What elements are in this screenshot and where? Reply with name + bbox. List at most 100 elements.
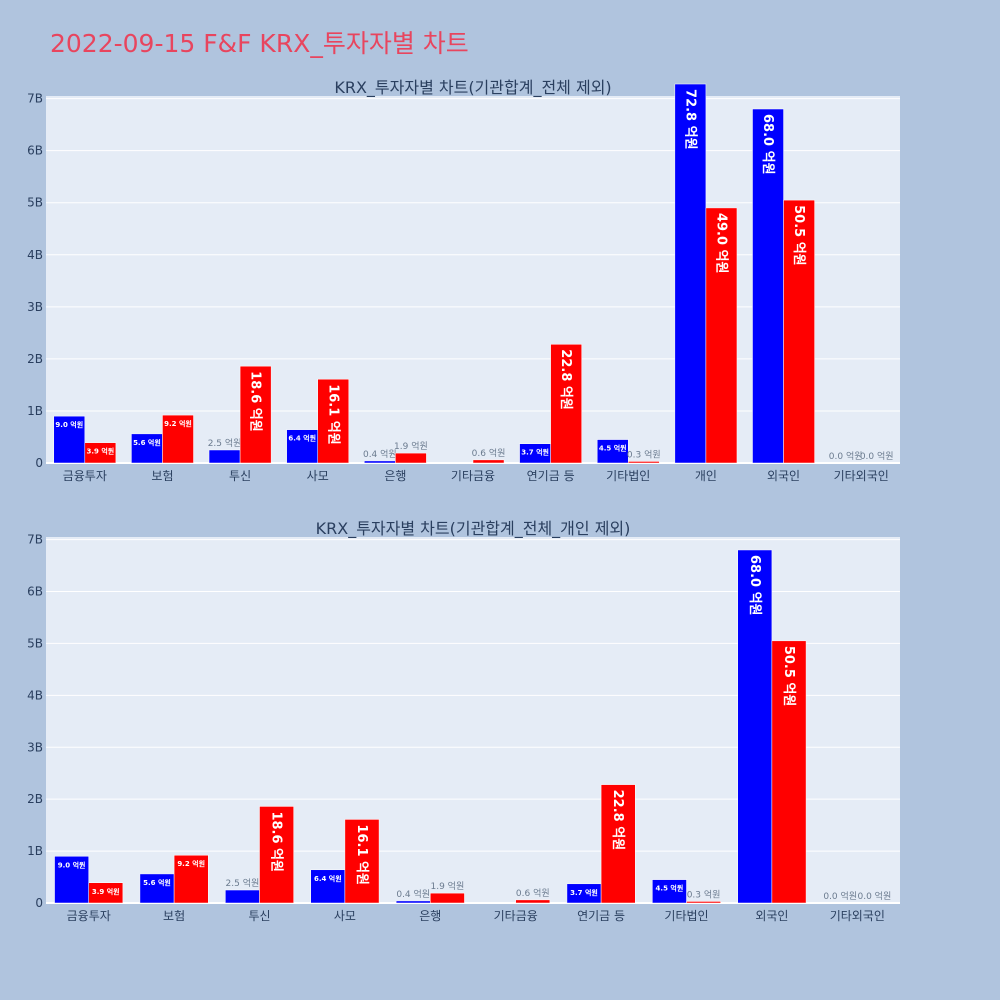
y-tick-label: 4B	[27, 248, 43, 262]
chart-top: KRX_투자자별 차트(기관합계_전체 제외) 0 1B 2B 3B 4B 5B 6B 7B 금융…	[27, 78, 900, 483]
bar-value-label: 3.9 억원	[92, 887, 120, 896]
bar-b	[783, 199, 815, 464]
bar-value-label: 3.7 억원	[570, 888, 598, 897]
bar-value-label: 68.0 억원	[747, 555, 762, 616]
y-tick-label: 1B	[27, 844, 43, 858]
bar-b	[771, 640, 807, 904]
x-tick-label: 투신	[229, 469, 251, 483]
bar-value-label: 50.5 억원	[781, 646, 796, 707]
bar-b	[686, 901, 721, 904]
bar-value-label: 9.0 억원	[55, 420, 83, 429]
x-tick-label: 기타외국인	[830, 909, 885, 923]
bar-value-label: 0.6 억원	[472, 447, 506, 459]
bar-value-label: 72.8 억원	[682, 89, 697, 150]
bar-value-label: 3.7 억원	[521, 448, 549, 457]
bar-a	[286, 429, 318, 464]
bar-value-label: 16.1 억원	[354, 824, 369, 885]
bar-value-label: 0.0 억원	[860, 450, 894, 462]
x-tick-label: 금융투자	[63, 469, 107, 483]
bar-value-label: 5.6 억원	[133, 438, 161, 447]
bar-a	[674, 83, 707, 464]
x-tick-label: 연기금 등	[577, 909, 625, 923]
bar-b	[705, 207, 738, 464]
x-tick-label: 금융투자	[67, 909, 111, 923]
bar-value-label: 6.4 억원	[314, 874, 342, 883]
y-tick-label: 0	[35, 456, 43, 470]
bar-value-label: 9.0 억원	[58, 860, 86, 869]
bar-a	[395, 900, 431, 904]
bar-value-label: 22.8 억원	[558, 349, 573, 410]
y-tick-label: 3B	[27, 300, 43, 314]
bar-value-label: 0.3 억원	[627, 448, 661, 460]
bar-value-label: 4.5 억원	[656, 884, 684, 893]
bar-value-label: 22.8 억원	[610, 790, 625, 851]
bar-a	[737, 549, 773, 904]
bar-a	[310, 869, 346, 904]
bar-value-label: 0.0 억원	[858, 890, 892, 902]
x-tick-label: 개인	[695, 469, 717, 483]
bar-value-label: 1.9 억원	[431, 880, 465, 892]
bar-value-label: 5.6 억원	[143, 878, 171, 887]
x-tick-label: 기타금융	[494, 909, 538, 923]
page-title: 2022-09-15 F&F KRX_투자자별 차트	[50, 29, 469, 58]
bar-b	[628, 461, 660, 464]
bar-a	[54, 856, 89, 904]
x-tick-label: 보험	[163, 909, 185, 923]
bar-b	[173, 854, 209, 904]
y-tick-label: 0	[35, 896, 43, 910]
bar-value-label: 0.6 억원	[516, 887, 550, 899]
bar-a	[53, 415, 86, 464]
y-tick-label: 5B	[27, 196, 43, 210]
bar-b	[395, 452, 427, 464]
bar-b	[430, 892, 465, 904]
y-tick-label: 3B	[27, 740, 43, 754]
x-tick-label: 기타금융	[451, 469, 495, 483]
y-tick-label: 2B	[27, 792, 43, 806]
chart-subtitle: KRX_투자자별 차트(기관합계_전체 제외)	[334, 78, 611, 98]
x-tick-label: 사모	[307, 469, 329, 483]
bar-value-label: 2.5 억원	[226, 877, 260, 889]
x-tick-label: 기타외국인	[834, 469, 889, 483]
bar-b	[88, 882, 124, 904]
bar-value-label: 49.0 억원	[713, 213, 728, 274]
x-tick-label: 연기금 등	[527, 469, 575, 483]
bar-b	[344, 819, 380, 904]
x-tick-label: 투신	[248, 909, 270, 923]
x-tick-label: 기타법인	[606, 469, 650, 483]
bar-value-label: 3.9 억원	[86, 447, 114, 456]
bar-value-label: 4.5 억원	[599, 444, 627, 453]
x-tick-label: 기타법인	[664, 909, 708, 923]
bar-value-label: 2.5 억원	[208, 437, 242, 449]
bar-b	[259, 806, 294, 904]
bar-b	[162, 414, 194, 464]
bar-value-label: 16.1 억원	[325, 384, 340, 445]
x-tick-label: 은행	[419, 908, 441, 923]
y-tick-label: 6B	[27, 585, 43, 599]
bar-value-label: 0.4 억원	[396, 888, 430, 900]
bar-b	[84, 442, 117, 464]
y-tick-label: 6B	[27, 144, 43, 158]
y-tick-label: 7B	[27, 533, 43, 547]
bar-value-label: 0.0 억원	[823, 890, 857, 902]
bar-a	[752, 108, 784, 464]
x-tick-label: 외국인	[767, 469, 800, 483]
bar-value-label: 18.6 억원	[269, 811, 284, 872]
bar-value-label: 0.0 억원	[829, 450, 863, 462]
bar-value-label: 18.6 억원	[248, 371, 263, 432]
bar-value-label: 50.5 억원	[791, 205, 806, 266]
x-tick-label: 외국인	[755, 909, 788, 923]
bar-b	[515, 899, 551, 904]
x-tick-label: 은행	[384, 468, 406, 483]
bar-a	[131, 433, 163, 464]
bar-b	[550, 344, 582, 464]
y-tick-label: 5B	[27, 636, 43, 650]
x-tick-label: 보험	[151, 469, 173, 483]
bar-a	[652, 879, 687, 904]
bar-value-label: 68.0 억원	[760, 114, 775, 175]
y-tick-label: 7B	[27, 92, 43, 106]
bar-b	[472, 459, 505, 464]
bar-b	[317, 378, 350, 464]
y-tick-label: 1B	[27, 404, 43, 418]
chart-subtitle: KRX_투자자별 차트(기관합계_전체_개인 제외)	[316, 519, 631, 539]
